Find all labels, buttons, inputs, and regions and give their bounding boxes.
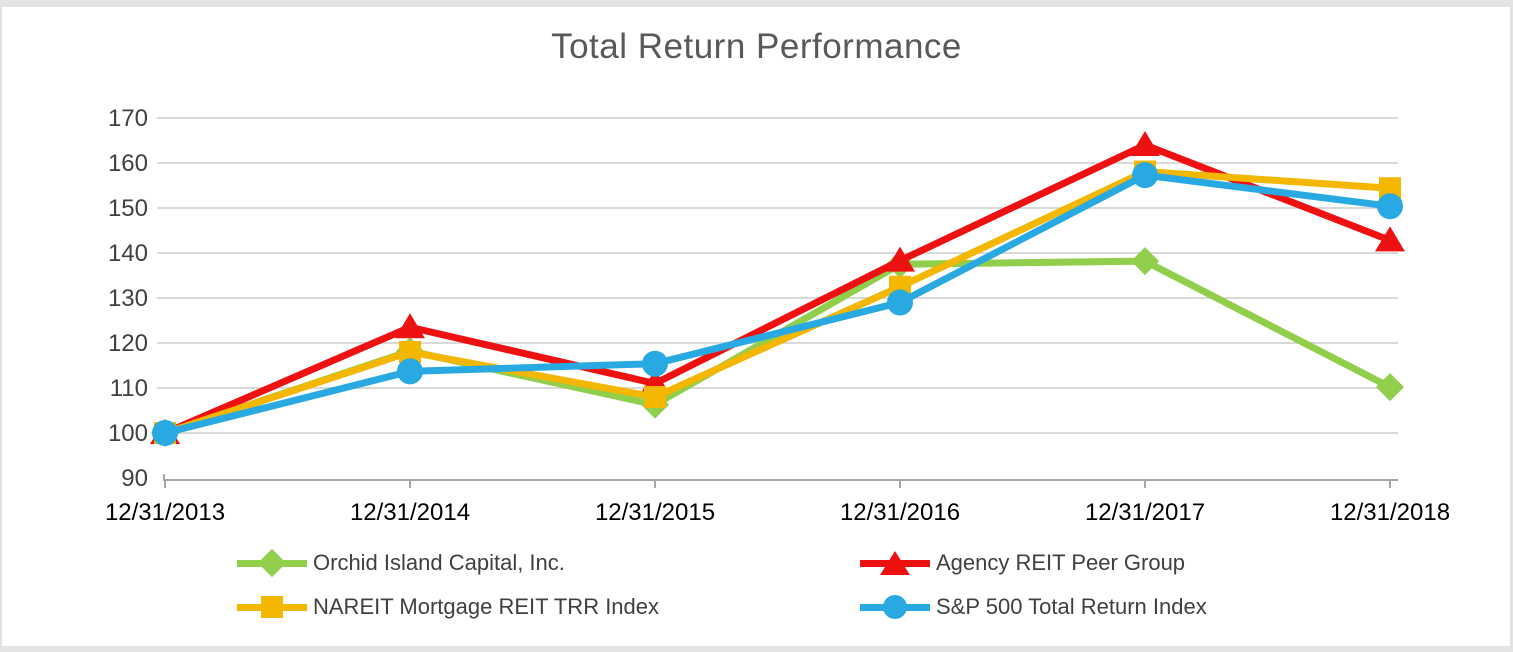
x-axis-tick-label: 12/31/2014 <box>350 499 470 526</box>
legend-label: Orchid Island Capital, Inc. <box>313 550 565 575</box>
legend-item-nareit-index: NAREIT Mortgage REIT TRR Index <box>237 593 659 621</box>
diamond-marker-icon <box>237 548 307 578</box>
diamond-marker-icon <box>1376 373 1404 402</box>
legend-label: NAREIT Mortgage REIT TRR Index <box>313 594 660 619</box>
legend-item-orchid-island: Orchid Island Capital, Inc. <box>237 548 565 578</box>
triangle-marker-icon <box>860 549 930 577</box>
series-line <box>161 257 1394 437</box>
y-axis-tick-label: 120 <box>108 330 148 357</box>
square-marker-icon <box>644 386 666 408</box>
triangle-marker-icon <box>395 313 425 339</box>
triangle-marker-icon <box>1130 131 1160 156</box>
x-axis-tick-label: 12/31/2018 <box>1330 499 1450 526</box>
triangle-marker-icon <box>1375 226 1405 252</box>
x-axis-tick-label: 12/31/2015 <box>595 499 715 526</box>
circle-marker-icon <box>642 350 668 377</box>
circle-marker-icon <box>860 593 930 621</box>
frame-border-right <box>1510 0 1513 652</box>
x-axis-tick-label: 12/31/2016 <box>840 499 960 526</box>
circle-marker-icon <box>397 358 423 385</box>
square-marker-icon <box>1379 177 1401 200</box>
y-axis-tick-label: 160 <box>108 150 148 177</box>
y-axis-tick-label: 90 <box>121 465 148 492</box>
legend-item-agency-reit: Agency REIT Peer Group <box>860 549 1185 577</box>
y-axis-tick-label: 110 <box>110 375 148 402</box>
diamond-marker-icon <box>1131 247 1159 276</box>
frame-border-bottom <box>0 646 1513 652</box>
x-axis-tick-label: 12/31/2017 <box>1085 499 1205 526</box>
square-marker-icon <box>399 341 421 363</box>
chart-title: Total Return Performance <box>551 27 962 66</box>
circle-marker-icon <box>887 289 913 316</box>
circle-marker-icon <box>1132 162 1158 189</box>
circle-marker-icon <box>152 420 178 446</box>
square-marker-icon <box>237 593 307 621</box>
y-axis-tick-label: 140 <box>108 240 148 267</box>
series-line <box>161 168 1394 437</box>
frame-border-left <box>0 0 2 652</box>
series-line <box>161 141 1394 437</box>
frame-border-top <box>0 0 1513 7</box>
legend-label: Agency REIT Peer Group <box>936 550 1186 575</box>
circle-marker-icon <box>1377 193 1403 220</box>
legend-item-sp500-index: S&P 500 Total Return Index <box>860 593 1207 621</box>
y-axis-tick-label: 130 <box>108 285 148 312</box>
y-axis-tick-label: 150 <box>108 195 148 222</box>
y-axis-tick-label: 170 <box>108 105 148 132</box>
y-axis-tick-label: 100 <box>108 420 148 447</box>
series-line <box>161 171 1394 437</box>
legend-label: S&P 500 Total Return Index <box>936 594 1207 619</box>
x-axis-tick-label: 12/31/2013 <box>105 499 225 526</box>
triangle-marker-icon <box>885 246 915 272</box>
